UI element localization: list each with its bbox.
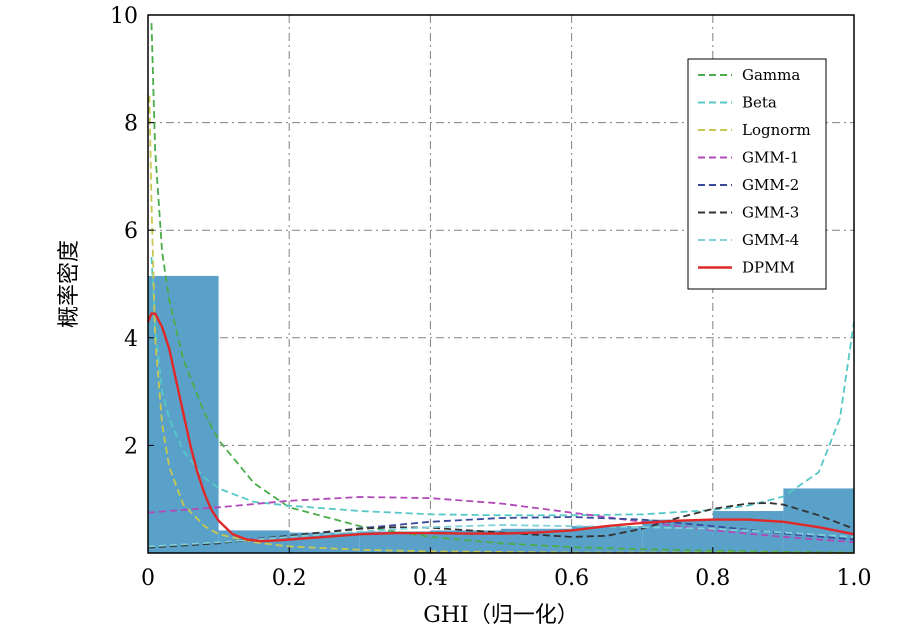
histogram-bar — [430, 530, 501, 553]
y-tick-label: 8 — [124, 112, 138, 137]
histogram-bar — [783, 488, 854, 553]
legend-box — [687, 58, 827, 290]
series-line-gamma — [150, 23, 855, 554]
y-tick-label: 4 — [124, 327, 138, 352]
legend-label: DPMM — [742, 259, 795, 277]
y-axis-label: 概率密度 — [57, 240, 82, 328]
legend: Gamma Beta Lognorm GMM-1 GMM-2 GMM-3 GMM-4 DPMM — [687, 58, 827, 290]
legend-label: GMM-2 — [742, 176, 799, 194]
series-line-gmm-3 — [147, 502, 855, 549]
axis-ticks: 0 0.2 0.4 0.6 0.8 1.0 2 4 6 8 10 — [110, 4, 872, 591]
y-tick-label: 10 — [110, 4, 138, 29]
histogram-bar — [359, 531, 431, 553]
series-line-lognorm — [148, 95, 855, 554]
x-tick-label: 0.8 — [695, 566, 730, 591]
series-line-dpmm — [146, 312, 855, 543]
series-line-gmm-2 — [147, 516, 855, 548]
legend-label: GMM-3 — [742, 204, 799, 222]
legend-label: GMM-1 — [742, 149, 799, 167]
x-tick-label: 1.0 — [837, 566, 872, 591]
series-line-gmm-1 — [147, 496, 855, 544]
legend-label: GMM-4 — [742, 231, 799, 249]
x-tick-label: 0.2 — [272, 566, 307, 591]
legend-label: Beta — [742, 94, 777, 112]
plot-frame — [147, 14, 855, 554]
x-tick-label: 0 — [141, 566, 155, 591]
series-line-gmm-4 — [147, 524, 855, 548]
legend-label: Gamma — [742, 66, 800, 84]
y-tick-label: 6 — [124, 219, 138, 244]
legend-label: Lognorm — [742, 121, 811, 139]
x-axis-label: GHI（归一化） — [423, 603, 578, 628]
y-tick-label: 2 — [124, 434, 138, 459]
series-line-beta — [150, 257, 855, 517]
x-tick-label: 0.6 — [554, 566, 589, 591]
histogram-bar — [712, 511, 784, 553]
series-lines — [146, 23, 855, 554]
x-tick-label: 0.4 — [413, 566, 448, 591]
